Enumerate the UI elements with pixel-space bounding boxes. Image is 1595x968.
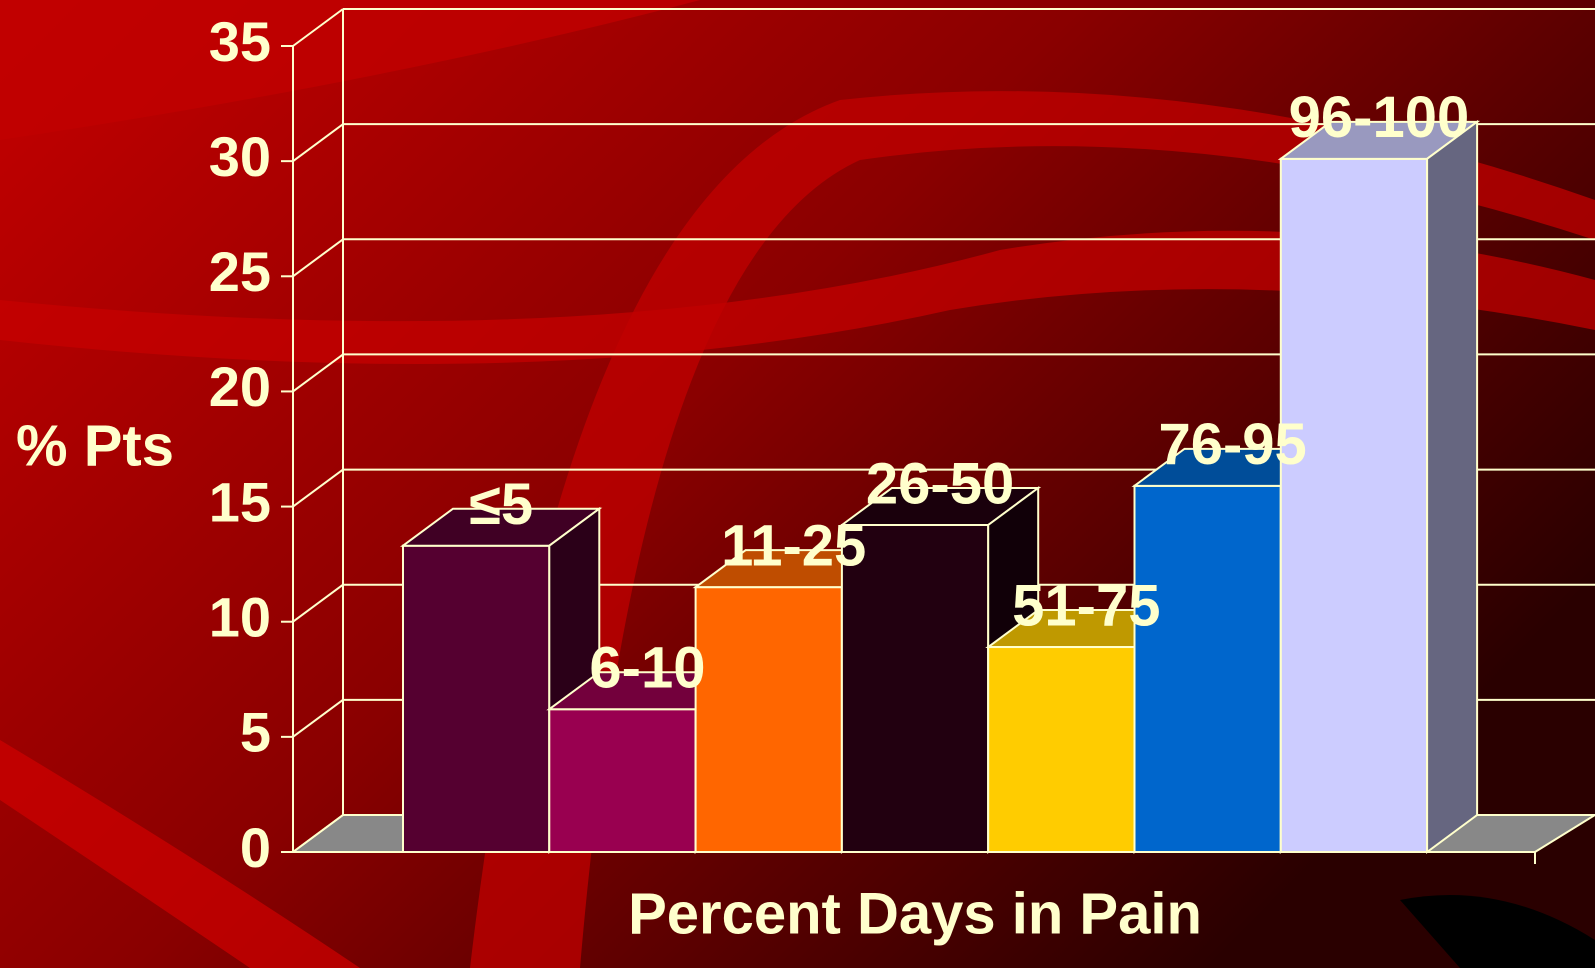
bar-label: 96-100 (1289, 85, 1470, 150)
bar-label: 6-10 (589, 636, 705, 701)
y-tick-label: 25 (209, 240, 271, 303)
page: 0 5 10 15 20 25 30 35 ≤5 6-1011-2526-50 51-75 76-95… (0, 0, 1595, 968)
bar (403, 546, 549, 852)
bar (549, 709, 695, 852)
bar (1135, 486, 1281, 852)
x-axis-label: Percent Days in Pain (628, 881, 1202, 946)
y-axis-label: % Pts (16, 413, 174, 478)
y-tick-label: 5 (240, 701, 271, 764)
y-tick-label: 15 (209, 470, 271, 533)
bar-label: ≤5 (469, 472, 533, 537)
y-tick-label: 20 (209, 355, 271, 418)
chart: 0 5 10 15 20 25 30 35 ≤5 6-1011-2526-50 51-75 76-95… (0, 0, 1595, 968)
y-tick-label: 0 (240, 816, 271, 879)
bar (1281, 159, 1427, 852)
bar-label: 76-95 (1158, 412, 1306, 477)
bar-label: 26-50 (866, 451, 1014, 516)
y-tick-label: 10 (209, 586, 271, 649)
bar-label: 11-25 (721, 513, 866, 578)
y-tick-label: 30 (209, 125, 271, 188)
bar-label: 51-75 (1012, 573, 1160, 638)
y-tick-label: 35 (209, 10, 271, 73)
bar-side (1427, 122, 1477, 852)
bar (696, 587, 842, 852)
bar (988, 647, 1134, 852)
